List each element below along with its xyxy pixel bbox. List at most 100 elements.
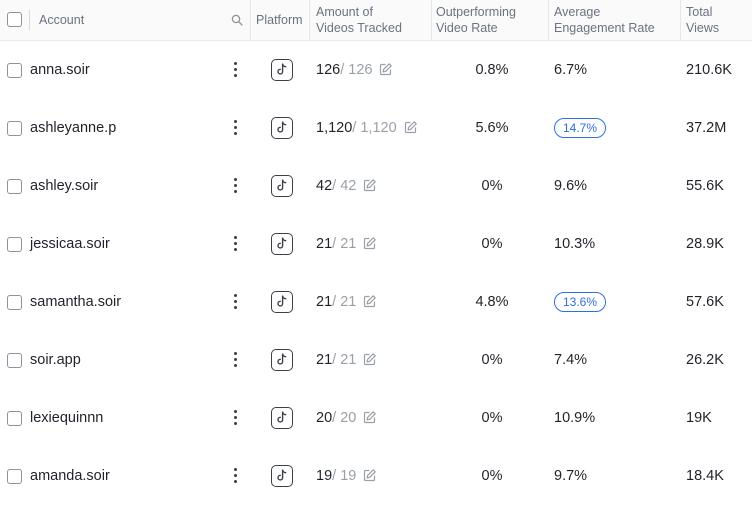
videos-tracked: 1,120/ 1,120 xyxy=(316,119,397,137)
videos-tracked: 126/ 126 xyxy=(316,61,372,79)
outperforming-rate: 0% xyxy=(481,352,503,368)
videos-tracked: 21/ 21 xyxy=(316,293,356,311)
account-name[interactable]: ashley.soir xyxy=(30,178,99,194)
table-row[interactable]: samantha.soir 21/ 21 4.8% 13.6% 57.6K xyxy=(0,273,752,331)
header-divider xyxy=(548,0,549,41)
videos-tracked-total: / 21 xyxy=(332,352,357,368)
account-name[interactable]: ashleyanne.p xyxy=(30,120,117,136)
header-divider xyxy=(309,0,310,41)
kebab-menu-icon[interactable] xyxy=(234,178,238,194)
videos-tracked-total: / 126 xyxy=(340,62,373,78)
videos-tracked-count: 19 xyxy=(316,468,333,484)
table-row[interactable]: amanda.soir 19/ 19 0% 9.7% 18.4K xyxy=(0,447,752,505)
videos-tracked: 19/ 19 xyxy=(316,467,356,485)
header-outperforming-line1: Outperforming xyxy=(436,5,516,19)
outperforming-rate: 0% xyxy=(481,410,503,426)
row-checkbox[interactable] xyxy=(7,179,22,194)
row-checkbox[interactable] xyxy=(7,411,22,426)
tiktok-icon xyxy=(271,407,293,429)
engagement-rate-badge: 13.6% xyxy=(554,292,607,312)
edit-icon[interactable] xyxy=(378,62,393,77)
edit-icon[interactable] xyxy=(362,410,377,425)
engagement-rate: 10.9% xyxy=(554,410,596,426)
edit-icon[interactable] xyxy=(362,352,377,367)
videos-tracked: 21/ 21 xyxy=(316,351,356,369)
kebab-menu-icon[interactable] xyxy=(234,236,238,252)
videos-tracked-count: 21 xyxy=(316,352,333,368)
account-name[interactable]: samantha.soir xyxy=(30,294,122,310)
header-views-line1: Total xyxy=(686,5,713,19)
header-account[interactable]: Account xyxy=(39,13,85,27)
videos-tracked-count: 1,120 xyxy=(316,120,353,136)
outperforming-rate: 5.6% xyxy=(475,120,509,136)
select-all-checkbox[interactable] xyxy=(7,12,22,27)
outperforming-rate: 0% xyxy=(481,236,503,252)
header-engagement-line1: Average xyxy=(554,5,601,19)
account-name[interactable]: amanda.soir xyxy=(30,468,110,484)
edit-icon[interactable] xyxy=(403,120,418,135)
row-checkbox[interactable] xyxy=(7,63,22,78)
header-videos-tracked-line1: Amount of xyxy=(316,5,373,19)
outperforming-rate: 0% xyxy=(481,468,503,484)
tiktok-icon xyxy=(271,175,293,197)
total-views: 57.6K xyxy=(686,294,724,310)
table-row[interactable]: anna.soir 126/ 126 0.8% 6.7% 210.6K xyxy=(0,41,752,99)
kebab-menu-icon[interactable] xyxy=(234,410,238,426)
table-row[interactable]: ashley.soir 42/ 42 0% 9.6% 55.6K xyxy=(0,157,752,215)
total-views: 26.2K xyxy=(686,352,724,368)
videos-tracked-total: / 20 xyxy=(332,410,357,426)
header-engagement-line2: Engagement Rate xyxy=(554,21,655,35)
tiktok-icon xyxy=(271,349,293,371)
row-checkbox[interactable] xyxy=(7,469,22,484)
account-name[interactable]: lexiequinnn xyxy=(30,410,104,426)
videos-tracked-count: 126 xyxy=(316,62,341,78)
header-views[interactable]: Total Views xyxy=(686,4,719,45)
row-checkbox[interactable] xyxy=(7,353,22,368)
videos-tracked-count: 21 xyxy=(316,236,333,252)
header-views-line2: Views xyxy=(686,21,720,35)
edit-icon[interactable] xyxy=(362,178,377,193)
engagement-rate: 7.4% xyxy=(554,352,588,368)
account-name[interactable]: soir.app xyxy=(30,352,81,368)
search-icon[interactable] xyxy=(231,14,243,26)
kebab-menu-icon[interactable] xyxy=(234,62,238,78)
videos-tracked-count: 21 xyxy=(316,294,333,310)
header-outperforming[interactable]: Outperforming Video Rate xyxy=(436,4,516,45)
kebab-menu-icon[interactable] xyxy=(234,294,238,310)
engagement-rate: 9.7% xyxy=(554,468,588,484)
edit-icon[interactable] xyxy=(362,294,377,309)
header-videos-tracked[interactable]: Amount of Videos Tracked xyxy=(316,4,402,45)
total-views: 18.4K xyxy=(686,468,724,484)
header-divider xyxy=(250,0,251,41)
videos-tracked-total: / 19 xyxy=(332,468,357,484)
total-views: 19K xyxy=(686,410,712,426)
videos-tracked-total: / 21 xyxy=(332,294,357,310)
tiktok-icon xyxy=(271,233,293,255)
engagement-rate: 10.3% xyxy=(554,236,596,252)
header-divider xyxy=(680,0,681,41)
header-outperforming-line2: Video Rate xyxy=(436,21,498,35)
edit-icon[interactable] xyxy=(362,468,377,483)
header-platform[interactable]: Platform xyxy=(256,13,303,27)
row-checkbox[interactable] xyxy=(7,121,22,136)
edit-icon[interactable] xyxy=(362,236,377,251)
videos-tracked: 21/ 21 xyxy=(316,235,356,253)
table-row[interactable]: lexiequinnn 20/ 20 0% 10.9% 19K xyxy=(0,389,752,447)
kebab-menu-icon[interactable] xyxy=(234,352,238,368)
table-row[interactable]: soir.app 21/ 21 0% 7.4% 26.2K xyxy=(0,331,752,389)
table-row[interactable]: ashleyanne.p 1,120/ 1,120 5.6% 14.7% 37.2M xyxy=(0,99,752,157)
videos-tracked: 42/ 42 xyxy=(316,177,356,195)
table-row[interactable]: jessicaa.soir 21/ 21 0% 10.3% 28.9K xyxy=(0,215,752,273)
account-name[interactable]: anna.soir xyxy=(30,62,90,78)
row-checkbox[interactable] xyxy=(7,237,22,252)
kebab-menu-icon[interactable] xyxy=(234,468,238,484)
engagement-rate: 6.7% xyxy=(554,62,588,78)
row-checkbox[interactable] xyxy=(7,295,22,310)
account-name[interactable]: jessicaa.soir xyxy=(30,236,110,252)
header-divider xyxy=(29,10,30,30)
outperforming-rate: 0% xyxy=(481,178,503,194)
header-engagement[interactable]: Average Engagement Rate xyxy=(554,4,655,45)
table-header: Account Platform Amount of Videos Tracke… xyxy=(0,0,752,41)
kebab-menu-icon[interactable] xyxy=(234,120,238,136)
